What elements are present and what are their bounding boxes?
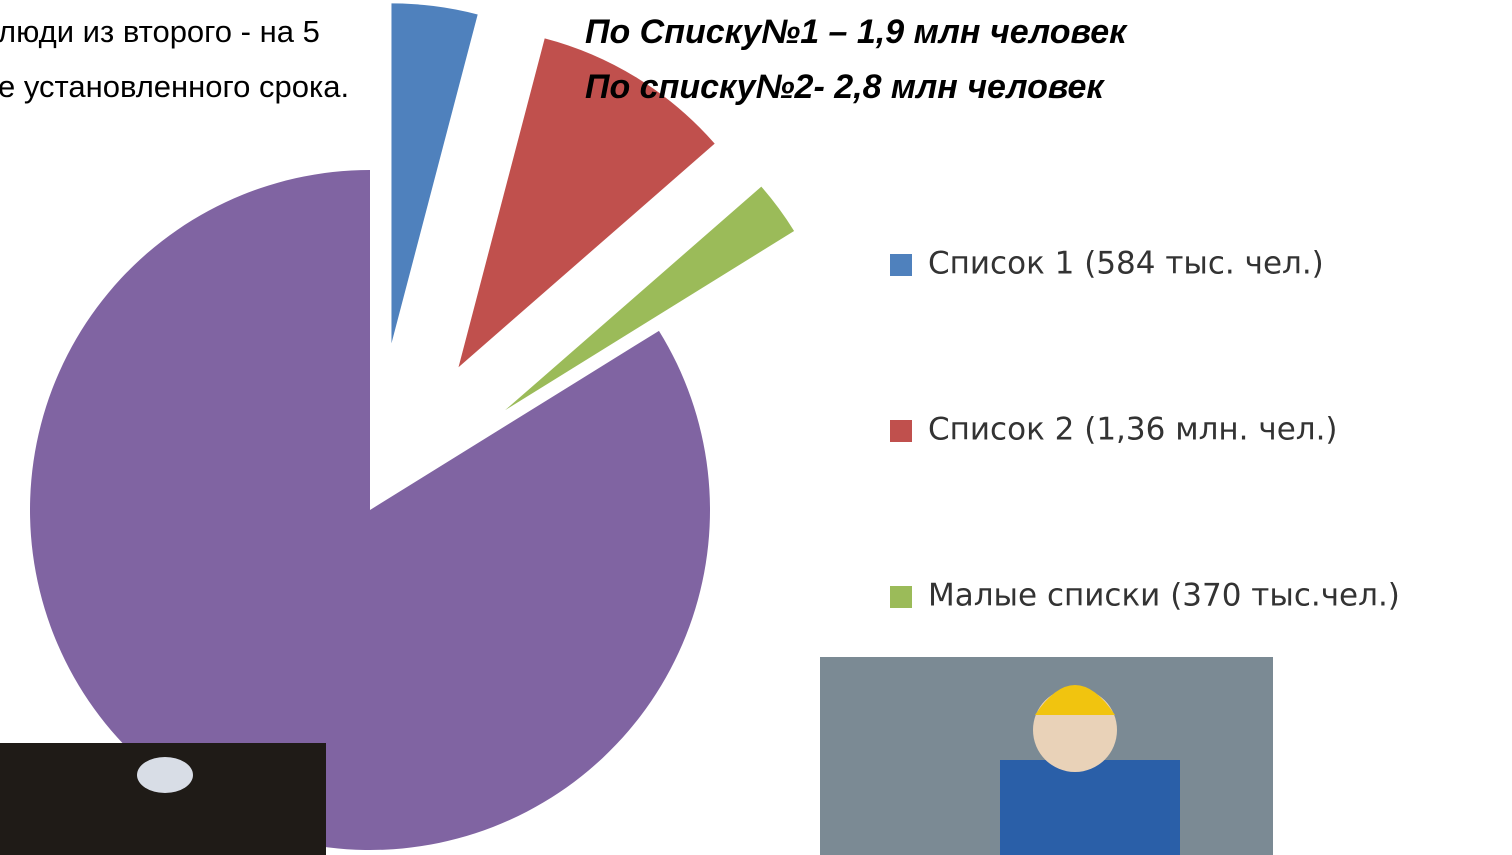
pie [30, 3, 794, 850]
slide: Список 1 (584 тыс. чел.) Список 2 (1,36 м… [0, 0, 1512, 855]
legend: Список 1 (584 тыс. чел.) Список 2 (1,36 м… [890, 246, 1400, 614]
legend-label: Список 2 (1,36 млн. чел.) [928, 412, 1338, 448]
text-right: По списку№2- 2,8 млн человек [585, 68, 1105, 106]
legend-swatch [890, 254, 912, 276]
text-left: е установленного срока. [0, 69, 349, 104]
pie-slice [391, 3, 477, 343]
legend-swatch [890, 420, 912, 442]
legend-label: Список 1 (584 тыс. чел.) [928, 246, 1324, 282]
legend-label: Малые списки (370 тыс.чел.) [928, 578, 1400, 614]
text-right: По Списку№1 – 1,9 млн человек [585, 13, 1128, 51]
text-left: люди из второго - на 5 [0, 14, 320, 49]
photo-lamp [137, 757, 193, 793]
photo-worker-suit [1000, 760, 1180, 855]
legend-swatch [890, 586, 912, 608]
page: Список 1 (584 тыс. чел.) Список 2 (1,36 м… [0, 0, 1512, 855]
